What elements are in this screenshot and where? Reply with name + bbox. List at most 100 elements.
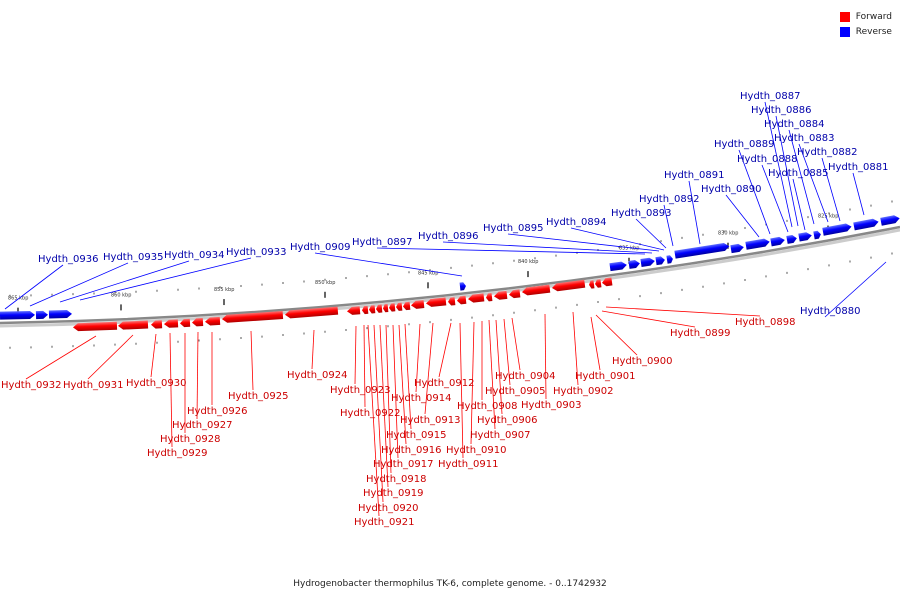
gene-arrow	[674, 243, 730, 259]
forward-leader-line	[385, 324, 392, 474]
gene-arrow	[853, 218, 879, 231]
legend-forward-swatch	[839, 11, 850, 22]
reverse-leader-line	[824, 261, 887, 318]
reverse-gene-label: Hydth_0890	[701, 184, 762, 195]
forward-leader-line	[311, 329, 315, 370]
forward-gene-label: Hydth_0916	[381, 445, 442, 456]
reverse-gene-label: Hydth_0935	[103, 252, 164, 263]
forward-leader-line	[572, 311, 579, 386]
reverse-gene	[628, 260, 640, 269]
forward-gene	[426, 297, 447, 307]
reverse-gene	[640, 257, 655, 267]
gene-arrow	[655, 256, 665, 266]
forward-leader-line	[605, 306, 761, 317]
forward-gene	[164, 319, 179, 328]
forward-gene	[396, 302, 403, 311]
gene-arrow	[362, 305, 369, 315]
forward-gene	[552, 279, 586, 292]
reverse-gene-label: Hydth_0909	[290, 242, 351, 253]
forward-gene-label: Hydth_0932	[1, 380, 62, 391]
forward-leader-line	[150, 333, 157, 378]
forward-leader-line	[169, 332, 173, 448]
gene-arrow	[730, 243, 744, 254]
gene-arrow	[459, 282, 466, 291]
forward-leader-line	[438, 322, 452, 378]
forward-gene	[383, 304, 389, 313]
tick-label: 835 kbp	[619, 246, 639, 252]
forward-gene-label: Hydth_0919	[363, 488, 424, 499]
forward-gene	[389, 303, 396, 312]
reverse-leader-line	[798, 143, 829, 223]
reverse-leader-line	[725, 194, 760, 238]
gene-arrow	[786, 234, 797, 244]
forward-gene	[347, 306, 361, 315]
gene-arrow	[192, 318, 204, 327]
forward-gene	[589, 280, 595, 289]
reverse-leader-line	[764, 101, 793, 228]
reverse-gene	[798, 232, 812, 242]
forward-gene	[151, 320, 163, 329]
gene-arrow	[164, 319, 179, 328]
reverse-gene-label: Hydth_0887	[740, 91, 801, 102]
reverse-gene-label: Hydth_0880	[800, 306, 861, 317]
reverse-gene-label: Hydth_0933	[226, 247, 287, 258]
reverse-gene	[666, 255, 673, 264]
forward-leader-line	[415, 323, 421, 393]
gene-arrow	[180, 318, 191, 328]
forward-gene	[595, 279, 602, 288]
gene-arrow	[602, 277, 613, 287]
forward-gene-label: Hydth_0927	[172, 420, 233, 431]
forward-gene	[222, 311, 284, 323]
reverse-gene	[770, 236, 785, 247]
forward-gene	[509, 289, 521, 299]
forward-leader-line	[459, 322, 464, 459]
forward-gene-label: Hydth_0902	[553, 386, 614, 397]
legend: Forward Reverse	[839, 9, 892, 39]
forward-gene	[118, 320, 149, 330]
forward-gene-label: Hydth_0912	[414, 378, 475, 389]
gene-arrow	[628, 260, 640, 269]
legend-forward: Forward	[839, 9, 892, 24]
reverse-gene-label: Hydth_0885	[768, 168, 829, 179]
forward-gene-label: Hydth_0924	[287, 370, 348, 381]
gene-arrow	[494, 290, 508, 300]
gene-arrow	[457, 295, 467, 305]
tick-label: 825 kbp	[818, 214, 838, 220]
forward-leader-line	[398, 324, 407, 445]
forward-gene	[205, 316, 221, 326]
forward-leader-line	[379, 324, 389, 488]
gene-arrow	[403, 301, 411, 311]
forward-gene	[457, 295, 467, 305]
gene-arrow	[73, 321, 118, 332]
reverse-gene	[813, 230, 821, 240]
forward-leader-line	[590, 316, 601, 371]
reverse-leader-line	[442, 241, 653, 254]
reverse-leader-line	[852, 172, 865, 216]
gene-arrow	[770, 236, 785, 247]
reverse-gene-label: Hydth_0936	[38, 254, 99, 265]
reverse-gene	[609, 261, 627, 272]
gene-arrow	[595, 279, 602, 288]
reverse-gene-label: Hydth_0881	[828, 162, 889, 173]
gene-arrow	[509, 289, 521, 299]
forward-gene-label: Hydth_0925	[228, 391, 289, 402]
forward-gene-label: Hydth_0922	[340, 408, 401, 419]
forward-gene-label: Hydth_0904	[495, 371, 556, 382]
gene-arrow	[411, 300, 425, 309]
legend-forward-label: Forward	[855, 11, 892, 22]
gene-arrow	[813, 230, 821, 240]
reverse-gene-label: Hydth_0893	[611, 208, 672, 219]
tick-label: 830 kbp	[718, 231, 738, 237]
forward-gene-label: Hydth_0931	[63, 380, 124, 391]
forward-gene	[192, 318, 204, 327]
reverse-leader-line	[29, 262, 129, 307]
reverse-leader-line	[570, 227, 665, 251]
gene-arrow	[48, 310, 72, 319]
forward-leader-line	[363, 324, 366, 408]
forward-leader-line	[25, 335, 97, 380]
forward-gene-label: Hydth_0930	[126, 378, 187, 389]
forward-gene-label: Hydth_0906	[477, 415, 538, 426]
reverse-gene	[0, 310, 35, 320]
tick-label: 840 kbp	[518, 259, 538, 265]
